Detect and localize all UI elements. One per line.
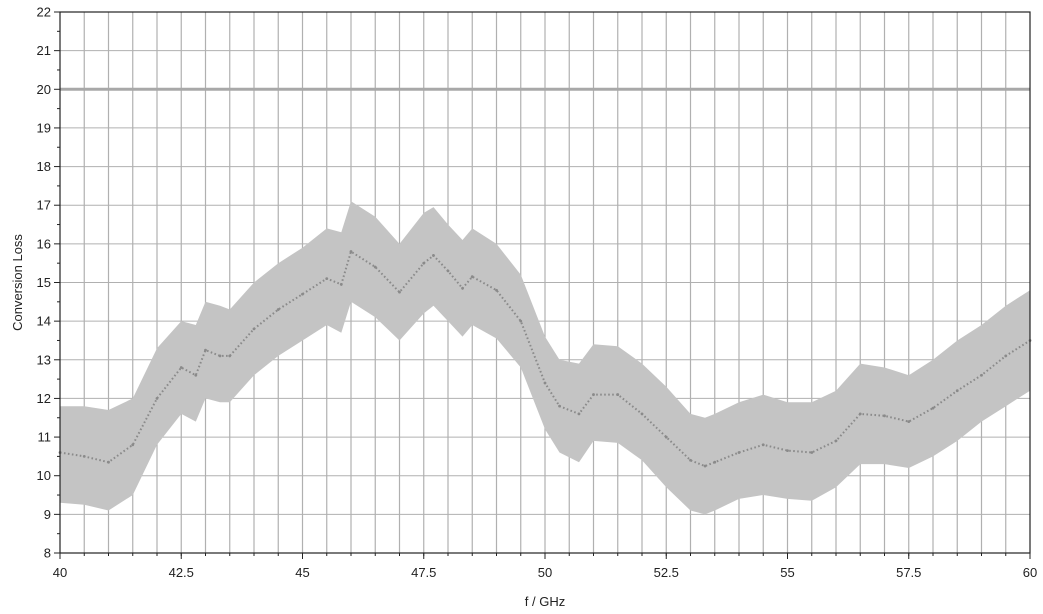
y-axis-title: Conversion Loss (10, 234, 25, 331)
y-tick-label: 19 (37, 120, 51, 135)
mean-series-point (470, 275, 474, 279)
mean-series-point (931, 406, 935, 410)
mean-series-point (461, 286, 464, 290)
mean-series-point (689, 458, 692, 462)
x-axis-title: f / GHz (525, 594, 565, 609)
y-tick-label: 16 (37, 236, 51, 251)
mean-series-point (592, 393, 595, 396)
mean-series-point (218, 354, 222, 358)
mean-series-point (737, 451, 741, 454)
mean-series-point (349, 250, 353, 253)
mean-series-point (155, 397, 159, 400)
mean-series-point (834, 439, 838, 443)
mean-series-point (495, 288, 498, 292)
mean-series-point (980, 373, 983, 377)
x-tick-label: 57.5 (896, 565, 921, 580)
y-tick-label: 14 (37, 314, 51, 329)
mean-series-point (179, 366, 183, 369)
x-tick-label: 42.5 (169, 565, 194, 580)
mean-series-point (131, 443, 135, 447)
mean-series-point (301, 292, 304, 296)
mean-series-point (640, 412, 644, 416)
mean-series-point (558, 404, 561, 408)
mean-series-point (432, 254, 435, 257)
mean-series-point (577, 412, 581, 416)
mean-series-point (616, 393, 620, 396)
mean-series-point (82, 454, 86, 458)
x-tick-label: 45 (295, 565, 309, 580)
y-axis-ticks: 8 9 10 11 12 13 14 15 16 17 18 19 20 21 22 (37, 5, 60, 561)
y-tick-label: 12 (37, 391, 51, 406)
mean-series-point (252, 327, 256, 331)
x-axis-ticks: 40 42.5 45 47.5 50 52.5 55 57.5 60 (53, 553, 1037, 580)
mean-series-point (713, 460, 717, 464)
mean-series-point (810, 451, 814, 454)
mean-series-point (228, 354, 232, 358)
mean-series-point (703, 464, 707, 468)
x-tick-label: 52.5 (654, 565, 679, 580)
mean-series-point (398, 290, 401, 294)
y-tick-label: 17 (37, 198, 51, 213)
uncertainty-band (60, 201, 1030, 515)
mean-series-point (276, 308, 280, 311)
y-tick-label: 21 (37, 43, 51, 58)
mean-series-point (858, 412, 862, 416)
y-tick-label: 15 (37, 275, 51, 290)
mean-series-point (194, 373, 198, 377)
mean-series-point (446, 269, 450, 273)
mean-series-point (519, 319, 523, 323)
y-tick-label: 13 (37, 352, 51, 367)
x-tick-label: 47.5 (411, 565, 436, 580)
y-tick-label: 18 (37, 159, 51, 174)
mean-series-point (1004, 354, 1008, 358)
mean-series-point (339, 283, 343, 286)
mean-series-point (373, 265, 377, 269)
y-tick-label: 22 (37, 5, 51, 20)
y-tick-label: 8 (44, 546, 51, 561)
mean-series-point (883, 414, 886, 418)
mean-series-point (107, 460, 110, 464)
x-tick-label: 50 (538, 565, 552, 580)
x-tick-label: 55 (780, 565, 794, 580)
grid (60, 12, 1030, 553)
y-tick-label: 11 (38, 430, 52, 445)
mean-series-point (761, 443, 765, 447)
y-tick-label: 9 (44, 507, 51, 522)
uncertainty-band-layer (60, 201, 1030, 515)
mean-series-point (204, 348, 207, 352)
mean-series-point (422, 261, 426, 265)
mean-series-point (664, 435, 668, 439)
y-tick-label: 10 (37, 468, 51, 483)
mean-series-point (786, 449, 789, 452)
mean-series-point (955, 389, 959, 393)
mean-series-point (543, 381, 547, 385)
x-tick-label: 40 (53, 565, 67, 580)
x-tick-label: 60 (1023, 565, 1037, 580)
mean-series-point (325, 277, 329, 281)
mean-series-point (907, 420, 911, 424)
y-tick-label: 20 (37, 82, 51, 97)
